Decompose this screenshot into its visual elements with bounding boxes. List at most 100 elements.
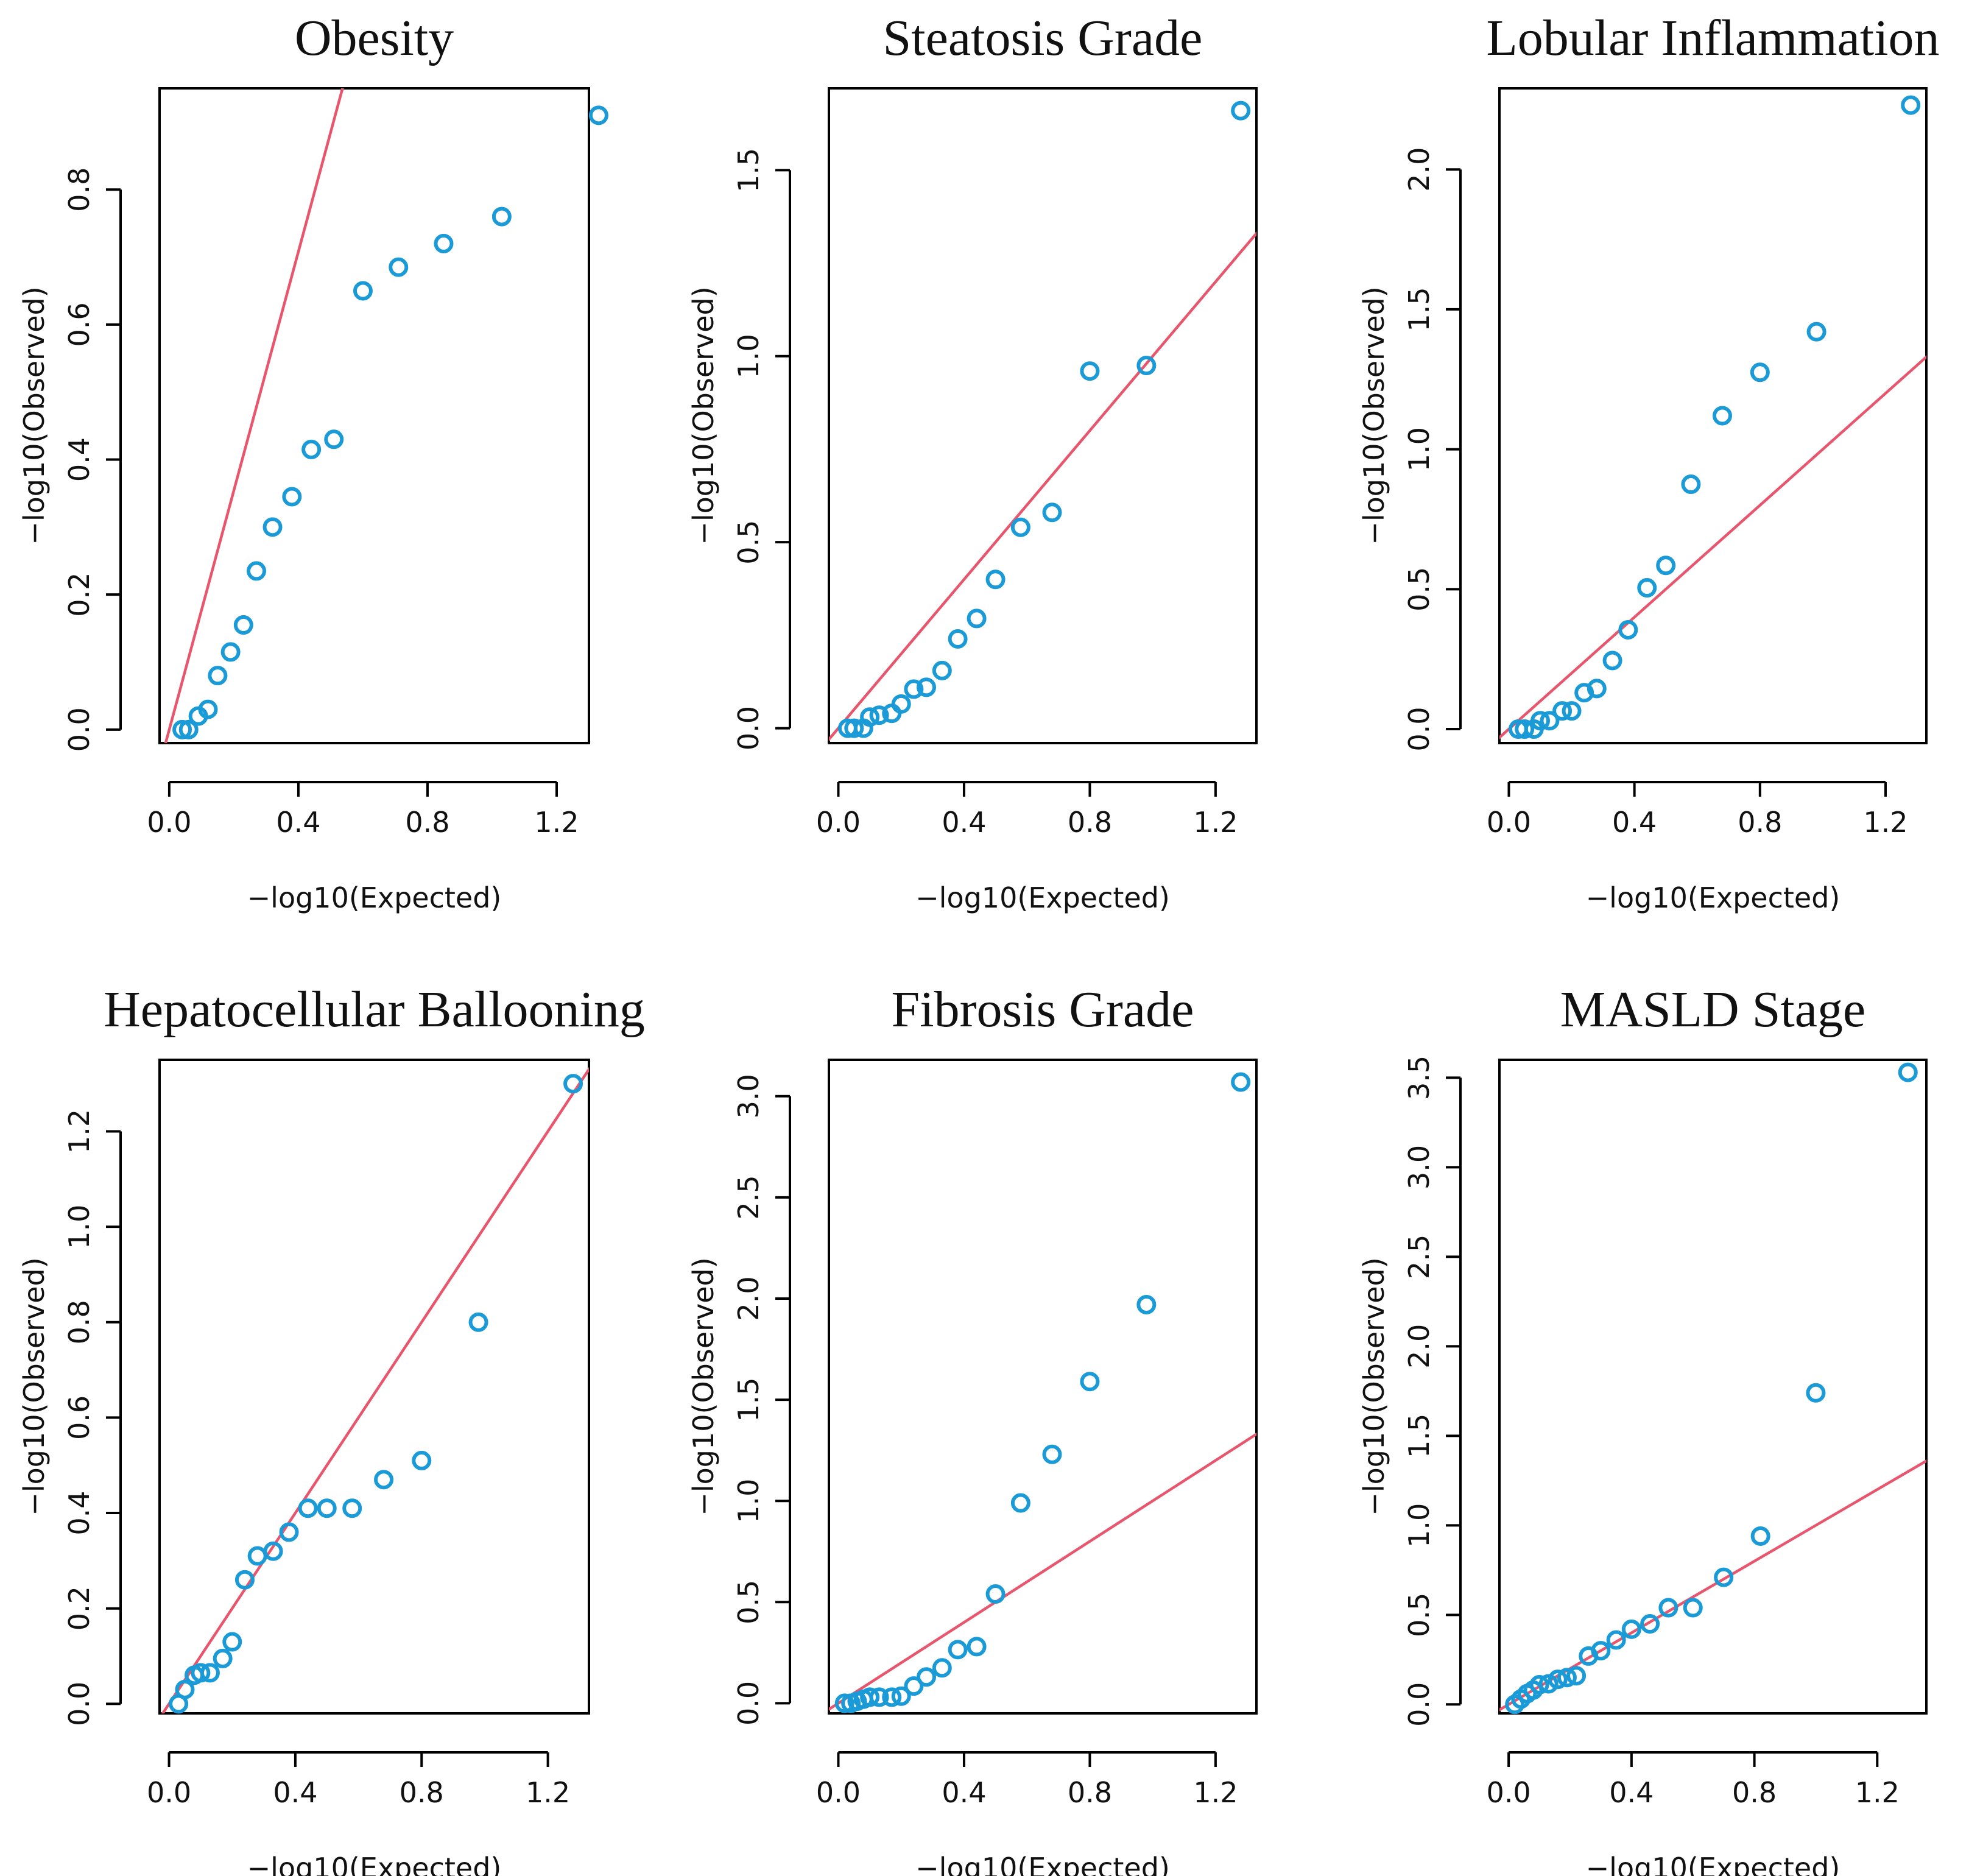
qq-panel-4: Hepatocellular Ballooning 0.0 0.4 0.8 1.2 0.0… <box>18 981 645 1876</box>
data-point <box>1750 362 1770 383</box>
reference-line <box>164 88 344 743</box>
y-tick-label: 1.2 <box>63 1109 96 1154</box>
data-point <box>1591 1641 1611 1661</box>
x-tick-label: 1.2 <box>1855 1776 1900 1809</box>
data-point <box>563 1074 583 1094</box>
data-point <box>247 1546 267 1566</box>
data-point <box>342 1498 362 1518</box>
data-point <box>213 1648 233 1668</box>
x-tick-label: 1.2 <box>526 1776 570 1809</box>
data-point <box>1557 1668 1577 1688</box>
data-point <box>198 699 218 719</box>
data-point <box>200 1663 220 1683</box>
data-point <box>904 1676 924 1696</box>
y-tick-label: 1.0 <box>1403 1503 1435 1548</box>
panel-title: Steatosis Grade <box>883 10 1203 66</box>
data-point <box>860 1687 880 1707</box>
x-tick-label: 0.4 <box>1612 806 1657 839</box>
y-tick-label: 0.6 <box>63 302 96 347</box>
x-tick-label: 0.0 <box>147 1776 191 1809</box>
data-point <box>374 1470 394 1490</box>
x-tick-label: 0.4 <box>276 806 320 839</box>
plot-frame <box>158 87 590 744</box>
y-tick-label: 0.6 <box>63 1395 96 1440</box>
data-point <box>1640 1614 1660 1634</box>
data-point <box>1552 701 1573 721</box>
x-tick-label: 1.2 <box>1193 806 1238 839</box>
data-point <box>932 1658 952 1678</box>
x-tick-label: 0.0 <box>1487 1776 1531 1809</box>
data-point <box>1806 1383 1826 1403</box>
y-tick-label: 3.0 <box>732 1074 765 1118</box>
data-point <box>324 429 344 450</box>
x-tick-label: 0.0 <box>1487 806 1531 839</box>
y-axis-title: −log10(Observed) <box>687 1257 720 1515</box>
y-tick-label: 0.0 <box>1403 1682 1435 1727</box>
data-point <box>917 1667 937 1687</box>
data-point <box>869 705 889 725</box>
y-tick-label: 1.5 <box>732 1378 765 1422</box>
y-tick-label: 0.0 <box>732 706 765 750</box>
data-point <box>882 1687 902 1707</box>
qq-panel-6: MASLD Stage 0.0 0.4 0.8 1.2 0.0 0.5 1.0 1.5 2.0 2.… <box>1358 981 1928 1876</box>
data-point <box>191 1663 211 1683</box>
data-point <box>247 561 267 581</box>
data-point <box>262 517 283 537</box>
panel-title: MASLD Stage <box>1560 981 1866 1038</box>
y-tick-label: 0.5 <box>1403 567 1435 612</box>
y-axis-title: −log10(Observed) <box>18 286 51 545</box>
panel-title: Hepatocellular Ballooning <box>104 981 645 1038</box>
data-point <box>175 1679 195 1699</box>
data-point <box>1901 95 1921 115</box>
x-tick-label: 0.8 <box>1732 1776 1777 1809</box>
data-point <box>172 719 192 739</box>
data-point <box>917 677 937 697</box>
data-point <box>891 1686 911 1706</box>
y-tick-label: 1.0 <box>732 334 765 378</box>
plot-frame <box>1498 87 1928 744</box>
y-tick-label: 0.5 <box>732 520 765 565</box>
data-point <box>1515 719 1535 739</box>
data-point <box>1714 1567 1734 1587</box>
data-point <box>985 570 1006 590</box>
x-tick-label: 0.0 <box>147 806 191 839</box>
y-tick-label: 0.8 <box>63 1300 96 1344</box>
x-axis-title: −log10(Expected) <box>915 1852 1170 1876</box>
data-point <box>1658 1598 1678 1618</box>
data-point <box>1683 1598 1703 1618</box>
x-tick-label: 0.8 <box>400 1776 444 1809</box>
data-point <box>1618 619 1638 640</box>
data-point <box>948 629 968 649</box>
x-tick-label: 0.8 <box>1068 1776 1112 1809</box>
data-point <box>1562 701 1582 721</box>
data-point <box>353 281 373 301</box>
y-tick-label: 2.0 <box>1403 1324 1435 1369</box>
reference-line <box>1499 1459 1926 1712</box>
y-axis-title: −log10(Observed) <box>1358 1257 1390 1515</box>
data-point <box>1806 322 1826 342</box>
data-point <box>1540 711 1560 731</box>
data-point <box>301 439 322 459</box>
x-tick-label: 0.0 <box>816 806 861 839</box>
y-tick-label: 0.0 <box>1403 707 1435 751</box>
x-tick-label: 0.8 <box>1738 806 1782 839</box>
reference-line <box>829 1432 1256 1712</box>
y-tick-label: 1.5 <box>1403 1414 1435 1458</box>
y-axis-title: −log10(Observed) <box>687 286 720 545</box>
y-tick-label: 2.0 <box>1403 147 1435 192</box>
data-point <box>1530 711 1551 731</box>
data-point <box>1606 1630 1626 1650</box>
data-point <box>222 1632 242 1652</box>
y-tick-label: 0.4 <box>63 1490 96 1535</box>
y-tick-label: 2.5 <box>732 1175 765 1219</box>
data-point <box>1136 356 1157 376</box>
y-axis-title: −log10(Observed) <box>18 1257 51 1515</box>
data-point <box>844 718 864 738</box>
y-tick-label: 0.2 <box>63 1586 96 1631</box>
data-point <box>904 679 924 699</box>
data-point <box>491 206 512 227</box>
data-point <box>967 608 987 629</box>
data-point <box>891 694 911 714</box>
data-point <box>208 666 228 686</box>
